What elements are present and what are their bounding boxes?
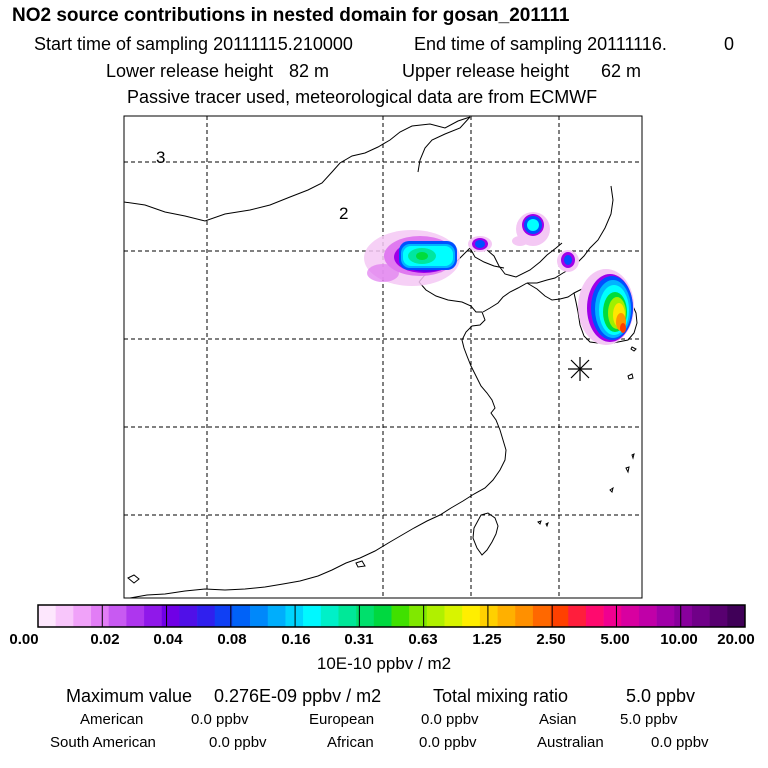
- colorbar-swatch: [179, 605, 198, 627]
- concentration-plume-korea: [578, 269, 634, 345]
- colorbar-swatch: [444, 605, 463, 627]
- colorbar-swatch: [515, 605, 534, 627]
- colorbar-swatch: [479, 605, 498, 627]
- colorbar-swatch: [38, 605, 56, 627]
- colorbar-tick: 0.16: [281, 631, 311, 648]
- colorbar-swatch: [320, 605, 339, 627]
- region-value: 0.0 ppbv: [651, 734, 709, 751]
- region-name: Asian: [539, 711, 577, 728]
- region-label-3: 3: [156, 148, 165, 167]
- colorbar-tick: 20.00: [717, 631, 755, 648]
- colorbar-unit: 10E-10 ppbv / m2: [316, 654, 452, 673]
- receptor-star-icon: [568, 357, 592, 381]
- colorbar-tick: 0.04: [153, 631, 183, 648]
- lower-height-label: Lower release height: [106, 61, 274, 81]
- region-name: Australian: [537, 734, 604, 751]
- colorbar-tick: 1.25: [472, 631, 502, 648]
- colorbar-swatch: [232, 605, 251, 627]
- max-value: 0.276E-09 ppbv / m2: [214, 686, 382, 706]
- colorbar-swatch: [338, 605, 357, 627]
- colorbar-swatch: [532, 605, 551, 627]
- colorbar-tick: 0.63: [408, 631, 438, 648]
- colorbar-swatch: [91, 605, 110, 627]
- colorbar-swatch: [426, 605, 445, 627]
- colorbar-swatch: [126, 605, 145, 627]
- colorbar-swatch: [391, 605, 410, 627]
- region-name: American: [80, 711, 144, 728]
- region-label-2: 2: [339, 204, 348, 223]
- coastlines: [124, 116, 638, 598]
- total-mixing-label: Total mixing ratio: [433, 686, 569, 706]
- colorbar-swatch: [709, 605, 728, 627]
- colorbar-tick: 0.31: [344, 631, 374, 648]
- colorbar-swatch: [727, 605, 746, 627]
- region-value: 0.0 ppbv: [209, 734, 267, 751]
- map-title: NO2 source contributions in nested domai…: [12, 5, 570, 26]
- end-time-value: 0: [724, 34, 735, 54]
- end-time-label: End time of sampling 20111116.: [414, 34, 667, 54]
- colorbar-tick: 0.08: [217, 631, 247, 648]
- colorbar-swatch: [603, 605, 622, 627]
- region-name: European: [309, 711, 375, 728]
- colorbar-tick: 2.50: [536, 631, 566, 648]
- colorbar: [37, 604, 746, 628]
- colorbar-swatch: [373, 605, 392, 627]
- colorbar-swatch: [656, 605, 675, 627]
- colorbar-swatch: [250, 605, 269, 627]
- colorbar-tick: 5.00: [600, 631, 630, 648]
- colorbar-frame: [37, 604, 746, 628]
- colorbar-tick: 0.00: [9, 631, 39, 648]
- colorbar-swatch: [621, 605, 640, 627]
- colorbar-swatch: [161, 605, 180, 627]
- upper-height-label: Upper release height: [402, 61, 570, 81]
- colorbar-swatch: [214, 605, 233, 627]
- colorbar-swatch: [674, 605, 693, 627]
- concentration-plume-small: [468, 212, 579, 272]
- total-mixing-value: 5.0 ppbv: [626, 686, 696, 706]
- colorbar-swatch: [691, 605, 710, 627]
- max-value-label: Maximum value: [66, 686, 193, 706]
- colorbar-swatch: [585, 605, 604, 627]
- tracer-note: Passive tracer used, meteorological data…: [127, 87, 598, 107]
- colorbar-swatch: [303, 605, 322, 627]
- region-value: 0.0 ppbv: [419, 734, 477, 751]
- region-value: 0.0 ppbv: [191, 711, 249, 728]
- region-value: 0.0 ppbv: [421, 711, 479, 728]
- colorbar-tick: 0.02: [90, 631, 120, 648]
- colorbar-swatch: [55, 605, 74, 627]
- region-name: African: [327, 734, 374, 751]
- colorbar-swatch: [550, 605, 569, 627]
- colorbar-tick: 10.00: [660, 631, 698, 648]
- colorbar-swatch: [108, 605, 127, 627]
- colorbar-swatch: [267, 605, 286, 627]
- colorbar-swatch: [144, 605, 163, 627]
- upper-height-value: 62 m: [601, 61, 642, 81]
- colorbar-swatch: [638, 605, 657, 627]
- colorbar-swatch: [409, 605, 428, 627]
- colorbar-swatch: [285, 605, 304, 627]
- colorbar-swatch: [462, 605, 481, 627]
- colorbar-swatch: [497, 605, 516, 627]
- colorbar-swatch: [356, 605, 375, 627]
- colorbar-swatch: [568, 605, 587, 627]
- region-value: 5.0 ppbv: [620, 711, 678, 728]
- region-name: South American: [50, 734, 156, 751]
- concentration-plume-west: [364, 230, 460, 286]
- lower-height-value: 82 m: [289, 61, 330, 81]
- colorbar-swatch: [73, 605, 92, 627]
- colorbar-swatch: [197, 605, 216, 627]
- start-time-label: Start time of sampling 20111115.210000: [34, 34, 353, 54]
